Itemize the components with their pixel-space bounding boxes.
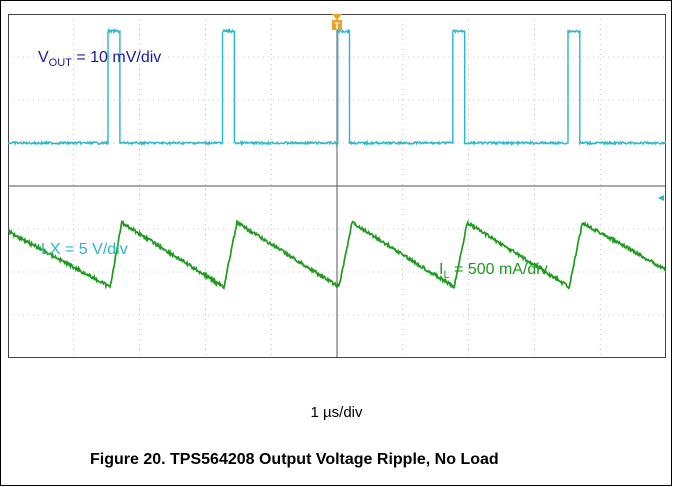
- vout-scale-label: VOUT = 10 mV/div: [38, 49, 161, 69]
- lx-series-line: [8, 27, 666, 147]
- trigger-marker: T: [332, 14, 342, 31]
- lx-scale-label: LX = 5 V/div: [41, 241, 128, 258]
- oscilloscope-screen: T VOUT = 10 mV/div LX = 5 V/div IL = 500…: [8, 14, 666, 358]
- figure-caption: Figure 20. TPS564208 Output Voltage Ripp…: [90, 451, 499, 468]
- trigger-level-icon: [658, 195, 664, 201]
- il-trace: [8, 219, 666, 290]
- il-series-line: [8, 219, 666, 290]
- trigger-marker-label: T: [334, 21, 340, 31]
- il-scale-label: IL = 500 mA/div: [439, 261, 548, 281]
- time-scale-label: 1 µs/div: [310, 404, 363, 421]
- lx-trace: [8, 27, 666, 147]
